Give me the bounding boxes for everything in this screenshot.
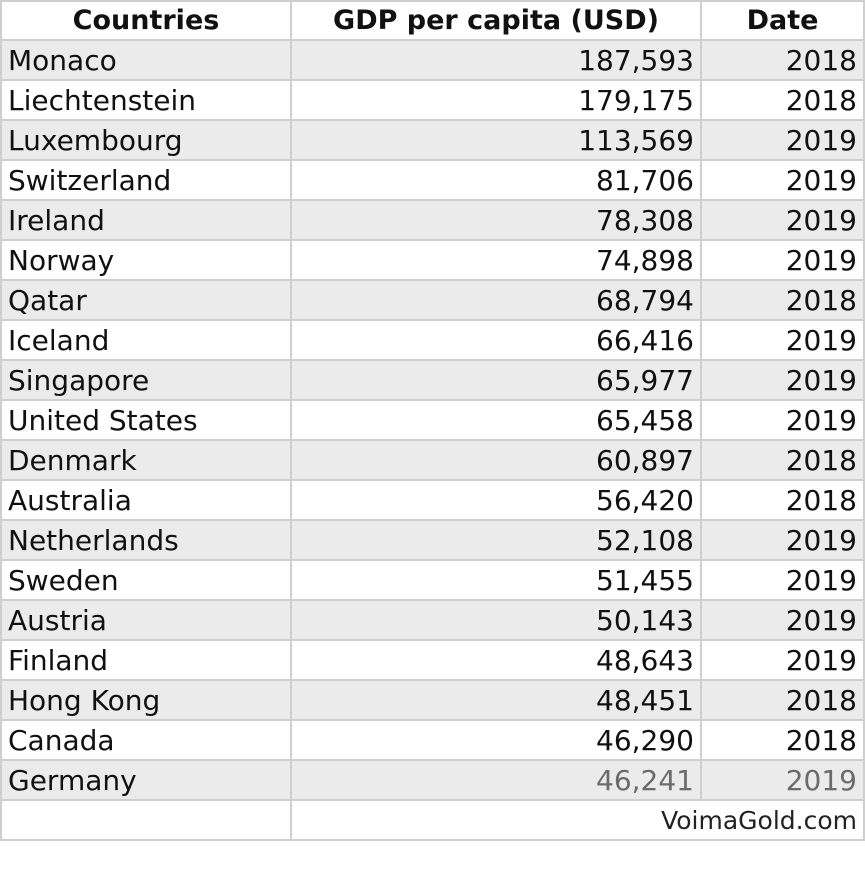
date-cell: 2019	[700, 759, 865, 801]
country-cell: Switzerland	[0, 159, 292, 201]
country-cell: Luxembourg	[0, 119, 292, 161]
country-cell: Finland	[0, 639, 292, 681]
country-cell: Iceland	[0, 319, 292, 361]
table-row: Luxembourg 113,569 2019	[0, 119, 865, 161]
country-cell: Ireland	[0, 199, 292, 241]
country-cell: Denmark	[0, 439, 292, 481]
source-row: VoimaGold.com	[0, 799, 865, 841]
date-cell: 2018	[700, 39, 865, 81]
header-row: Countries GDP per capita (USD) Date	[0, 0, 865, 41]
source-empty-cell	[0, 799, 292, 841]
table-row: Qatar 68,794 2018	[0, 279, 865, 321]
header-gdp-per-capita: GDP per capita (USD)	[290, 0, 702, 41]
gdp-value-cell: 51,455	[290, 559, 702, 601]
table-row: United States 65,458 2019	[0, 399, 865, 441]
table-row: Monaco 187,593 2018	[0, 39, 865, 81]
table-row: Denmark 60,897 2018	[0, 439, 865, 481]
gdp-value-cell: 48,643	[290, 639, 702, 681]
date-cell: 2019	[700, 639, 865, 681]
gdp-value-cell: 66,416	[290, 319, 702, 361]
country-cell: Australia	[0, 479, 292, 521]
date-cell: 2018	[700, 479, 865, 521]
gdp-value-cell: 65,977	[290, 359, 702, 401]
gdp-value-cell: 65,458	[290, 399, 702, 441]
table-row: Ireland 78,308 2019	[0, 199, 865, 241]
gdp-value-cell: 81,706	[290, 159, 702, 201]
table-row: Netherlands 52,108 2019	[0, 519, 865, 561]
gdp-value-cell: 48,451	[290, 679, 702, 721]
gdp-value-cell: 46,241	[290, 759, 702, 801]
country-cell: Netherlands	[0, 519, 292, 561]
table-row: Finland 48,643 2019	[0, 639, 865, 681]
date-cell: 2019	[700, 239, 865, 281]
table-row: Switzerland 81,706 2019	[0, 159, 865, 201]
gdp-value-cell: 52,108	[290, 519, 702, 561]
country-cell: Sweden	[0, 559, 292, 601]
gdp-value-cell: 68,794	[290, 279, 702, 321]
gdp-value-cell: 78,308	[290, 199, 702, 241]
date-cell: 2018	[700, 439, 865, 481]
country-cell: Qatar	[0, 279, 292, 321]
country-cell: United States	[0, 399, 292, 441]
gdp-value-cell: 113,569	[290, 119, 702, 161]
gdp-value-cell: 60,897	[290, 439, 702, 481]
gdp-value-cell: 187,593	[290, 39, 702, 81]
date-cell: 2018	[700, 719, 865, 761]
date-cell: 2018	[700, 279, 865, 321]
table-row: Canada 46,290 2018	[0, 719, 865, 761]
table-row: Sweden 51,455 2019	[0, 559, 865, 601]
gdp-per-capita-table: Countries GDP per capita (USD) Date Mona…	[0, 0, 865, 841]
gdp-value-cell: 56,420	[290, 479, 702, 521]
table-row: Iceland 66,416 2019	[0, 319, 865, 361]
gdp-value-cell: 179,175	[290, 79, 702, 121]
date-cell: 2019	[700, 199, 865, 241]
gdp-value-cell: 46,290	[290, 719, 702, 761]
source-credit: VoimaGold.com	[290, 799, 865, 841]
header-date: Date	[700, 0, 865, 41]
date-cell: 2019	[700, 599, 865, 641]
table-row: Australia 56,420 2018	[0, 479, 865, 521]
date-cell: 2019	[700, 399, 865, 441]
table-row: Hong Kong 48,451 2018	[0, 679, 865, 721]
country-cell: Hong Kong	[0, 679, 292, 721]
date-cell: 2019	[700, 559, 865, 601]
gdp-value-cell: 74,898	[290, 239, 702, 281]
date-cell: 2019	[700, 519, 865, 561]
country-cell: Austria	[0, 599, 292, 641]
date-cell: 2019	[700, 159, 865, 201]
table-row: Austria 50,143 2019	[0, 599, 865, 641]
country-cell: Canada	[0, 719, 292, 761]
date-cell: 2019	[700, 119, 865, 161]
date-cell: 2018	[700, 79, 865, 121]
table-row: Liechtenstein 179,175 2018	[0, 79, 865, 121]
table-header: Countries GDP per capita (USD) Date	[0, 0, 865, 41]
country-cell: Germany	[0, 759, 292, 801]
country-cell: Monaco	[0, 39, 292, 81]
gdp-value-cell: 50,143	[290, 599, 702, 641]
date-cell: 2018	[700, 679, 865, 721]
table-footer: VoimaGold.com	[0, 799, 865, 841]
country-cell: Liechtenstein	[0, 79, 292, 121]
date-cell: 2019	[700, 359, 865, 401]
country-cell: Norway	[0, 239, 292, 281]
table-row: Singapore 65,977 2019	[0, 359, 865, 401]
table-body: Monaco 187,593 2018 Liechtenstein 179,175 201…	[0, 39, 865, 801]
date-cell: 2019	[700, 319, 865, 361]
table-row: Norway 74,898 2019	[0, 239, 865, 281]
table-row: Germany 46,241 2019	[0, 759, 865, 801]
country-cell: Singapore	[0, 359, 292, 401]
header-countries: Countries	[0, 0, 292, 41]
